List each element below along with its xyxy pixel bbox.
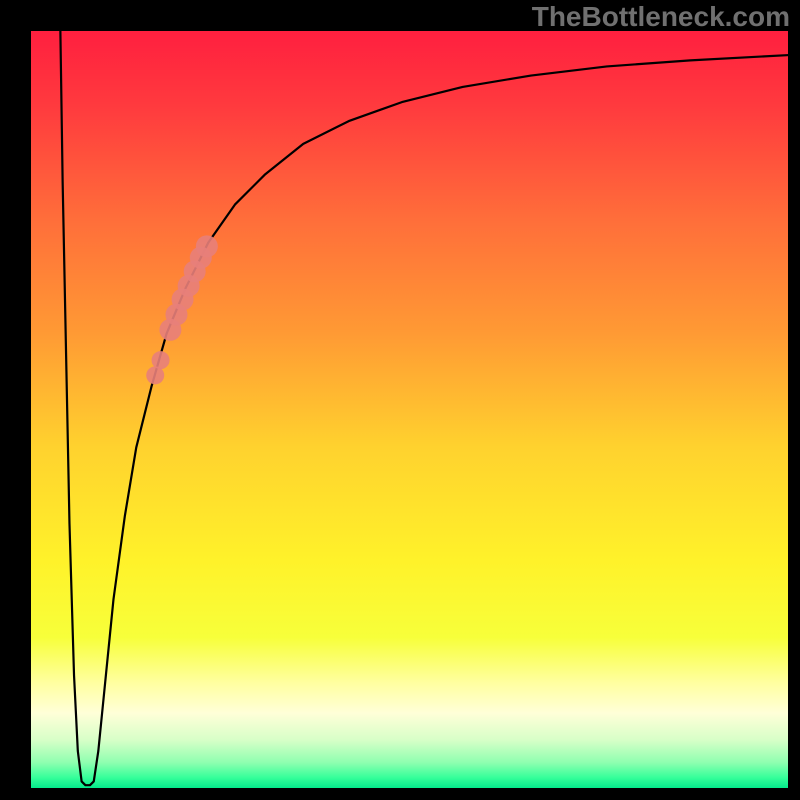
chart-container: TheBottleneck.com <box>0 0 800 800</box>
data-marker <box>152 351 170 369</box>
data-marker <box>196 235 218 257</box>
plot-gradient-bg <box>30 30 789 789</box>
watermark-text: TheBottleneck.com <box>532 1 790 33</box>
chart-svg <box>0 0 800 800</box>
plot-group <box>30 30 789 789</box>
